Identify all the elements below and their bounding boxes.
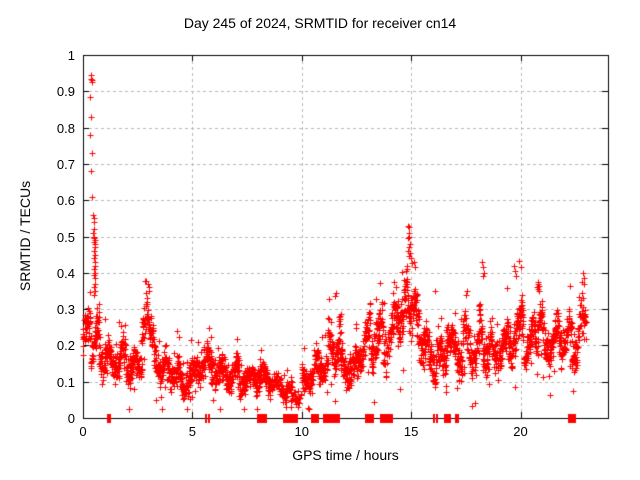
x-tick-label: 15 bbox=[403, 424, 419, 439]
x-axis-label: GPS time / hours bbox=[292, 447, 399, 463]
x-tick-label: 10 bbox=[294, 424, 309, 439]
y-tick-label: 0 bbox=[67, 411, 75, 426]
y-tick-label: 0.3 bbox=[56, 302, 75, 318]
y-tick-label: 0.1 bbox=[56, 374, 75, 390]
y-tick-label: 0.6 bbox=[56, 193, 75, 209]
x-tick-label: 5 bbox=[188, 424, 196, 439]
y-tick-label: 0.4 bbox=[56, 265, 75, 281]
x-tick-label: 20 bbox=[513, 424, 528, 439]
y-tick-label: 0.5 bbox=[56, 229, 75, 245]
y-tick-label: 0.8 bbox=[56, 120, 75, 136]
chart-title: Day 245 of 2024, SRMTID for receiver cn1… bbox=[183, 15, 457, 31]
y-tick-label: 0.9 bbox=[56, 84, 75, 100]
y-tick-label: 0.2 bbox=[56, 338, 75, 354]
y-tick-label: 0.7 bbox=[56, 156, 75, 172]
y-tick-label: 1 bbox=[67, 48, 75, 63]
x-tick-label: 0 bbox=[79, 424, 87, 439]
